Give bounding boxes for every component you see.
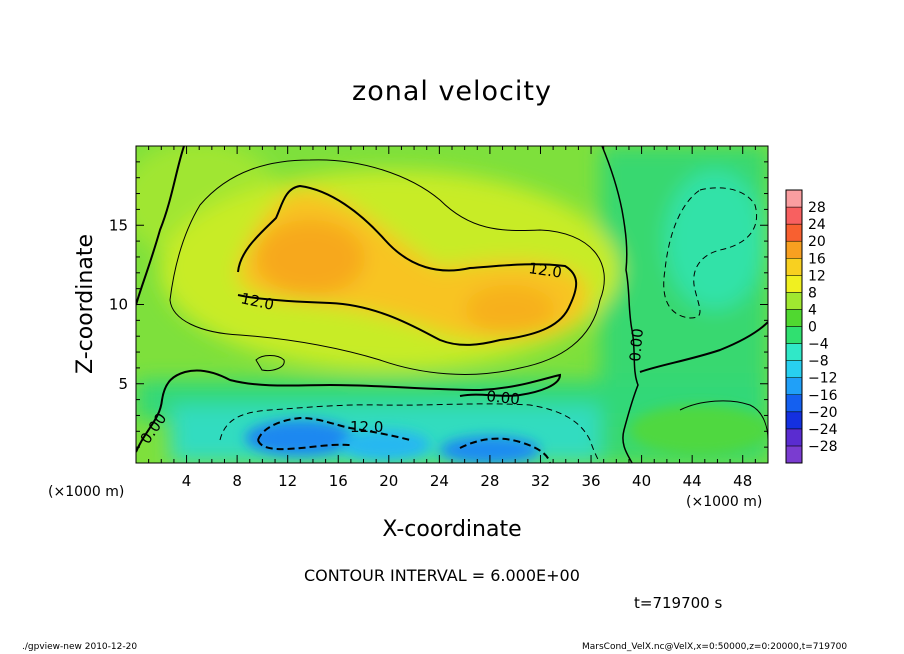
colorbar-label: 20 bbox=[808, 234, 826, 250]
contour-label: 12.0 bbox=[527, 259, 563, 281]
x-tick-label: 20 bbox=[379, 472, 398, 490]
jet-max-west bbox=[255, 220, 365, 296]
colorbar-swatch bbox=[785, 240, 803, 259]
x-tick-label: 40 bbox=[632, 472, 651, 490]
colorbar-swatch bbox=[785, 326, 803, 344]
contour-neg6-dashed-lower bbox=[219, 403, 601, 463]
y-tick-label: 10 bbox=[109, 296, 128, 314]
time-label: t=719700 s bbox=[634, 594, 723, 612]
colorbar-swatch bbox=[785, 411, 803, 430]
footer-left: ./gpview-new 2010-12-20 bbox=[22, 642, 138, 652]
contour-12-thick bbox=[237, 184, 578, 346]
y-tick-label: 5 bbox=[118, 375, 128, 393]
colorbar-frame bbox=[785, 189, 803, 464]
contour-0-top-left bbox=[136, 146, 185, 306]
surface-min-mid bbox=[340, 430, 430, 460]
contour-0-wavy-vertical bbox=[601, 146, 639, 463]
colorbar-swatch bbox=[785, 428, 803, 447]
colorbar-swatch bbox=[785, 206, 803, 225]
colorbar-label: −20 bbox=[808, 405, 838, 421]
x-tick-label: 36 bbox=[581, 472, 600, 490]
colorbar-label: 4 bbox=[808, 302, 817, 318]
contour-label: 0.00 bbox=[626, 328, 647, 363]
colorbar-swatch bbox=[785, 309, 803, 327]
colorbar-label: 16 bbox=[808, 251, 826, 267]
x-tick-label: 4 bbox=[182, 472, 192, 490]
contour-small-lower-right bbox=[679, 400, 768, 441]
colorbar-swatch bbox=[785, 258, 803, 276]
colorbar-swatch bbox=[785, 377, 803, 395]
colorbar-label: −16 bbox=[808, 388, 838, 404]
contour-label: 0.00 bbox=[486, 387, 521, 408]
colorbar-swatch bbox=[785, 360, 803, 378]
colorbar-swatch bbox=[785, 275, 803, 293]
x-unit-left: (×1000 m) bbox=[48, 484, 124, 500]
upper-right-negative-blob bbox=[665, 170, 765, 310]
colorbar-label: 8 bbox=[808, 285, 817, 301]
surface-min-west bbox=[245, 420, 355, 456]
contour-interval-note: CONTOUR INTERVAL = 6.000E+00 bbox=[304, 566, 580, 585]
contour-0-right-branch bbox=[639, 321, 768, 373]
colorbar-label: 12 bbox=[808, 268, 826, 284]
x-unit-right: (×1000 m) bbox=[686, 494, 762, 510]
x-tick-label: 48 bbox=[733, 472, 752, 490]
x-tick-label: 8 bbox=[232, 472, 242, 490]
x-axis-label: X-coordinate bbox=[382, 517, 521, 542]
contour-neg12-dashed bbox=[257, 416, 551, 463]
colorbar-swatch bbox=[785, 189, 803, 208]
jet-max-east bbox=[465, 285, 555, 335]
x-tick-label: 44 bbox=[683, 472, 702, 490]
colorbar-swatch bbox=[785, 223, 803, 242]
contour-neg6-dashed-upper bbox=[663, 187, 757, 319]
plot-area: 12.0 12.0 0.00 0.00 0.00 12.0 bbox=[136, 146, 768, 463]
colorbar-label: 0 bbox=[808, 320, 817, 336]
surface-min-east bbox=[440, 436, 540, 463]
colorbar-label: −12 bbox=[808, 371, 838, 387]
colorbar-swatch bbox=[785, 394, 803, 413]
colorbar-label: −28 bbox=[808, 439, 838, 455]
contour-6-thin-jet bbox=[169, 159, 605, 375]
y-tick-label: 15 bbox=[109, 216, 128, 234]
colorbar-label: 24 bbox=[808, 217, 826, 233]
colorbar-label: −4 bbox=[808, 337, 829, 353]
contour-small-blob bbox=[255, 355, 285, 371]
contour-0-left bbox=[136, 369, 562, 453]
footer-right: MarsCond_VelX.nc@VelX,x=0:50000,z=0:2000… bbox=[582, 642, 848, 652]
colorbar-label: −8 bbox=[808, 354, 829, 370]
colorbar-label: −24 bbox=[808, 422, 838, 438]
colorbar-swatch bbox=[785, 343, 803, 361]
x-tick-label: 12 bbox=[278, 472, 297, 490]
colorbar-swatch bbox=[785, 292, 803, 310]
x-tick-label: 16 bbox=[329, 472, 348, 490]
contour-label: 12.0 bbox=[350, 418, 383, 436]
y-axis-label: Z-coordinate bbox=[73, 234, 98, 374]
colorbar-swatch bbox=[785, 445, 803, 464]
lower-right-patch bbox=[630, 405, 768, 455]
colorbar-label: 28 bbox=[808, 200, 826, 216]
x-tick-label: 28 bbox=[480, 472, 499, 490]
x-tick-label: 32 bbox=[531, 472, 550, 490]
chart-title: zonal velocity bbox=[352, 76, 552, 107]
x-tick-label: 24 bbox=[430, 472, 449, 490]
